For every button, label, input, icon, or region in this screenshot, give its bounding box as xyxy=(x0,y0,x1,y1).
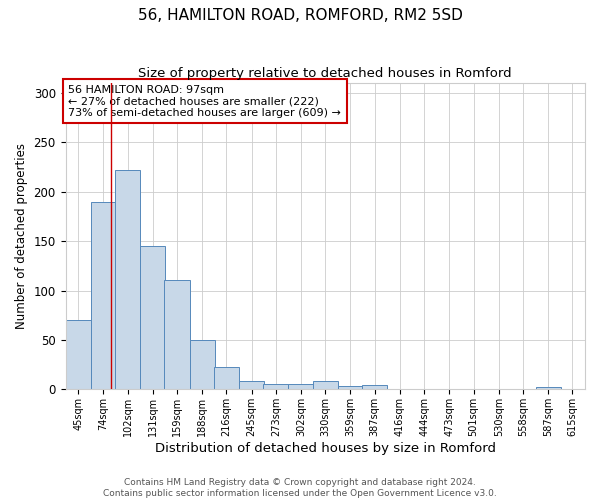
X-axis label: Distribution of detached houses by size in Romford: Distribution of detached houses by size … xyxy=(155,442,496,455)
Bar xyxy=(338,386,363,390)
Bar xyxy=(313,380,338,390)
Bar xyxy=(263,384,289,390)
Bar xyxy=(289,384,314,390)
Bar xyxy=(362,386,387,390)
Text: 56, HAMILTON ROAD, ROMFORD, RM2 5SD: 56, HAMILTON ROAD, ROMFORD, RM2 5SD xyxy=(137,8,463,22)
Bar xyxy=(536,388,561,390)
Bar xyxy=(65,320,91,390)
Text: 56 HAMILTON ROAD: 97sqm
← 27% of detached houses are smaller (222)
73% of semi-d: 56 HAMILTON ROAD: 97sqm ← 27% of detache… xyxy=(68,84,341,118)
Text: Contains HM Land Registry data © Crown copyright and database right 2024.
Contai: Contains HM Land Registry data © Crown c… xyxy=(103,478,497,498)
Bar xyxy=(115,170,140,390)
Bar xyxy=(190,340,215,390)
Bar xyxy=(214,366,239,390)
Bar xyxy=(239,380,264,390)
Bar xyxy=(91,202,116,390)
Title: Size of property relative to detached houses in Romford: Size of property relative to detached ho… xyxy=(139,68,512,80)
Bar xyxy=(140,246,165,390)
Y-axis label: Number of detached properties: Number of detached properties xyxy=(15,143,28,329)
Bar xyxy=(164,280,190,390)
